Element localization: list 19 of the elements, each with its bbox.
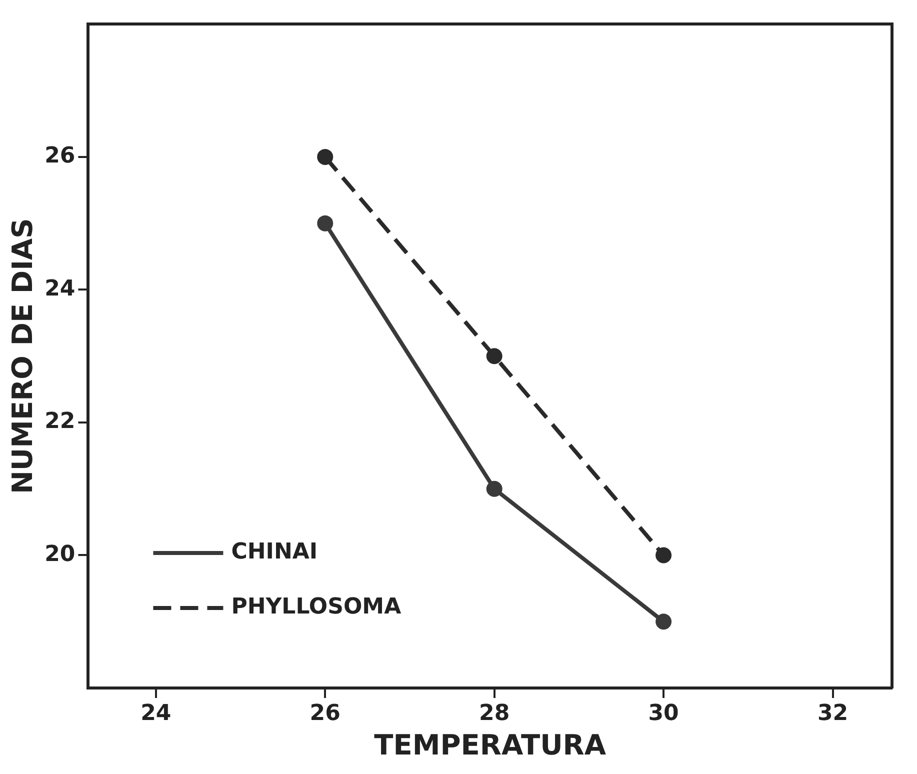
point — [317, 215, 334, 232]
x-tick-label: 28 — [479, 700, 510, 726]
point — [486, 348, 502, 364]
y-tick-label: 24 — [44, 276, 76, 302]
x-tick-label: 24 — [140, 700, 172, 726]
y-tick-label: 20 — [44, 542, 76, 567]
x-tick-label: 26 — [310, 700, 340, 726]
legend-label: PHYLLOSOMA — [231, 594, 402, 620]
point — [656, 547, 672, 564]
y-axis-title: NUMERO DE DIAS — [6, 218, 40, 494]
y-tick-label: 26 — [44, 144, 76, 169]
x-tick-label: 30 — [648, 700, 679, 726]
point — [656, 614, 672, 630]
point — [486, 480, 502, 497]
x-axis-title: TEMPERATURA — [374, 728, 606, 762]
x-tick-label: 32 — [817, 700, 848, 726]
point — [317, 148, 334, 165]
y-tick-label: 22 — [44, 409, 76, 434]
legend-label: CHINAI — [231, 540, 318, 565]
